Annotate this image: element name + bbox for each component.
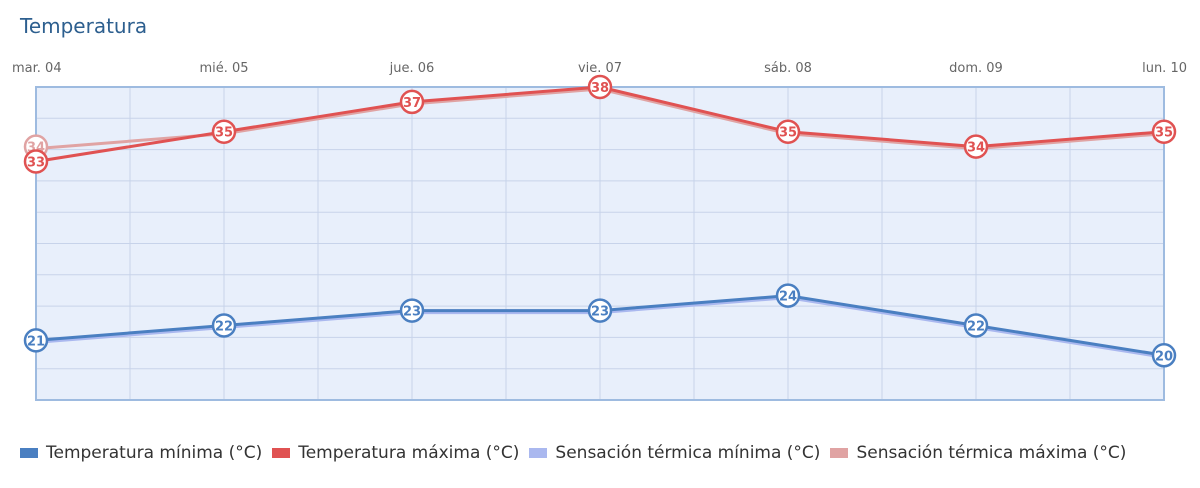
- x-tick-label: mié. 05: [199, 61, 248, 76]
- x-tick-label: vie. 07: [578, 61, 622, 76]
- data-label: 35: [779, 126, 797, 141]
- legend-item[interactable]: Sensación térmica máxima (°C): [830, 443, 1126, 463]
- data-point: [211, 313, 237, 338]
- x-tick-label: dom. 09: [949, 61, 1003, 76]
- x-tick-label: sáb. 08: [764, 61, 812, 76]
- data-point: [1151, 119, 1177, 144]
- legend-label: Temperatura mínima (°C): [46, 443, 263, 463]
- data-point: [23, 328, 49, 353]
- x-tick-label: jue. 06: [389, 61, 435, 76]
- data-point: [963, 134, 989, 159]
- data-point: [1151, 343, 1177, 368]
- chart-title: Temperatura: [20, 14, 148, 38]
- legend-swatch: [272, 448, 291, 458]
- legend-swatch: [20, 448, 38, 458]
- data-label: 38: [591, 81, 609, 96]
- legend-swatch: [830, 448, 849, 458]
- legend-swatch: [529, 448, 548, 458]
- data-label: 21: [27, 334, 45, 349]
- data-label: 37: [403, 96, 421, 111]
- data-point: [399, 298, 425, 323]
- data-label: 24: [779, 290, 797, 305]
- data-point: [775, 119, 801, 144]
- data-label: 35: [215, 126, 233, 141]
- data-label: 34: [967, 141, 985, 156]
- chart-legend: Temperatura mínima (°C) Temperatura máxim…: [20, 443, 1136, 463]
- data-label: 22: [967, 319, 985, 334]
- data-point: [963, 313, 989, 338]
- data-point: [23, 149, 49, 174]
- data-point: [775, 283, 801, 308]
- data-label: 23: [591, 305, 609, 320]
- data-label: 23: [403, 305, 421, 320]
- legend-label: Sensación térmica mínima (°C): [555, 443, 821, 463]
- legend-label: Temperatura máxima (°C): [298, 443, 520, 463]
- data-point: [587, 74, 613, 100]
- data-point: [399, 89, 425, 115]
- data-label: 35: [1155, 126, 1173, 141]
- data-label: 20: [1155, 349, 1173, 364]
- legend-item[interactable]: Temperatura mínima (°C): [20, 443, 262, 463]
- x-tick-label: mar. 04: [12, 61, 62, 76]
- data-label: 33: [27, 156, 45, 171]
- data-point: [211, 119, 237, 144]
- legend-item[interactable]: Sensación térmica mínima (°C): [529, 443, 820, 463]
- legend-label: Sensación térmica máxima (°C): [856, 443, 1127, 463]
- legend-item[interactable]: Temperatura máxima (°C): [272, 443, 519, 463]
- data-label: 22: [215, 319, 233, 334]
- x-tick-label: lun. 10: [1142, 61, 1187, 76]
- data-point: [587, 298, 613, 323]
